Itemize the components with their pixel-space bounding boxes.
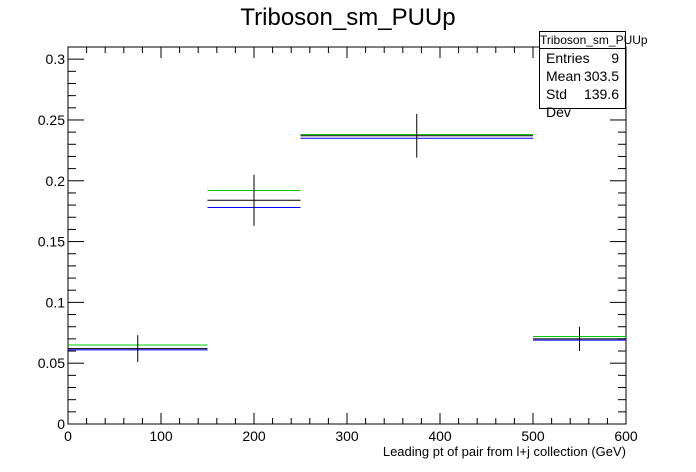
y-tick-label: 0.15 [38,234,65,250]
x-tick-label: 500 [521,428,545,444]
chart-title: Triboson_sm_PUUp [240,4,456,31]
stats-row-mean: Mean 303.5 [540,67,625,85]
y-tick-label: 0.25 [38,112,65,128]
stats-box-name: Triboson_sm_PUUp [540,33,648,49]
stats-row-entries: Entries 9 [540,49,625,67]
x-axis-label: Leading pt of pair from l+j collection (… [382,444,626,459]
y-tick-label: 0.2 [46,173,66,189]
x-tick-label: 400 [428,428,452,444]
data-marks [68,113,626,362]
x-tick-label: 200 [242,428,266,444]
stats-label: Mean [546,68,582,84]
stats-label: Std Dev [546,86,571,120]
y-tick-label: 0 [57,416,65,432]
stats-row-stddev: Std Dev 139.6 [540,85,625,120]
stats-box: Triboson_sm_PUUp Entries 9 Mean 303.5 St… [539,31,648,120]
stats-value: 9 [611,50,619,66]
x-tick-label: 300 [335,428,359,444]
y-tick-label: 0.1 [46,294,66,310]
x-tick-label: 600 [614,428,638,444]
y-tick-label: 0.3 [46,51,66,67]
y-tick-label: 0.05 [38,355,65,371]
stats-value: 303.5 [583,68,619,84]
x-tick-label: 0 [64,428,72,444]
x-tick-label: 100 [149,428,173,444]
axis-ticks: 0 100 200 300 400 500 600 0 0.05 0.1 0.15 0.2 0.25 0.… [38,47,638,444]
stats-label: Entries [546,50,590,66]
stats-value: 139.6 [583,86,619,102]
